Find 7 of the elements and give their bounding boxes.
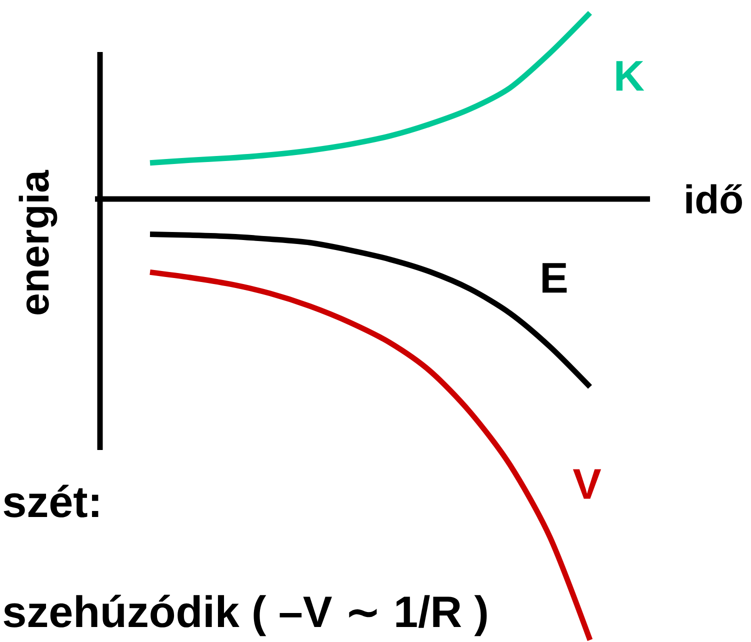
- series-label: E: [542, 263, 567, 293]
- annotation: szehúzódik ( –V ∼ 1/R ): [4, 594, 487, 636]
- y-axis-title: energia: [18, 170, 58, 314]
- x-axis-title: idő: [686, 184, 742, 214]
- text: szét:: [4, 484, 98, 518]
- series-label: K: [616, 61, 644, 91]
- series-label: V: [572, 469, 602, 499]
